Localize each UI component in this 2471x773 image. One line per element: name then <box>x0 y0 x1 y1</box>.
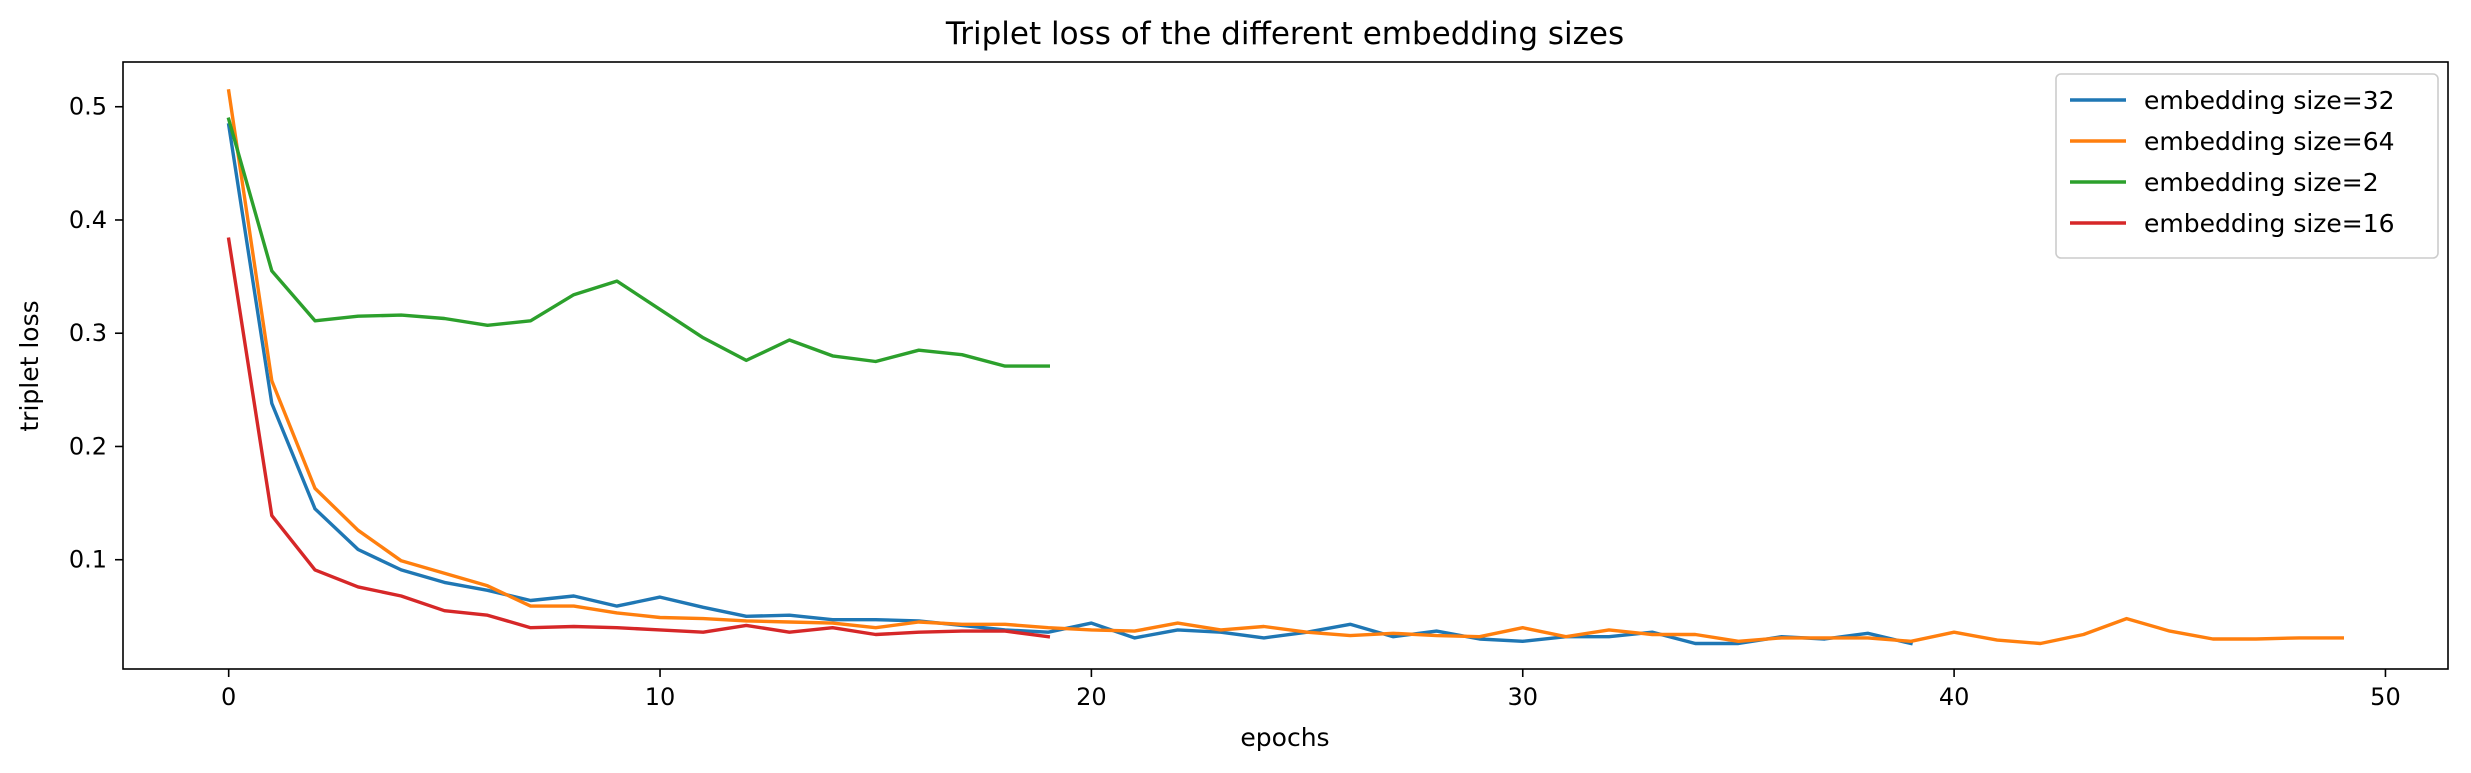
axes-frame <box>122 61 2449 670</box>
plot-area <box>226 88 2345 646</box>
x-axis-label: epochs <box>1240 723 1329 752</box>
x-tick-label: 20 <box>1076 683 1107 711</box>
series-line-3 <box>226 237 1051 639</box>
x-tick-label: 50 <box>2370 683 2401 711</box>
legend-label: embedding size=16 <box>2144 209 2395 238</box>
y-tick-label: 0.2 <box>69 432 107 460</box>
y-axis-label: triplet loss <box>15 300 44 431</box>
x-axis: 0 10 20 30 40 50 <box>221 669 2401 711</box>
y-axis: 0.1 0.2 0.3 0.4 0.5 <box>69 93 123 574</box>
x-tick-label: 40 <box>1939 683 1970 711</box>
legend-label: embedding size=2 <box>2144 168 2379 197</box>
legend-box <box>2055 73 2439 259</box>
series-line-0 <box>226 122 1914 646</box>
chart-title: Triplet loss of the different embedding … <box>945 16 1624 52</box>
series-line-2 <box>226 117 1051 368</box>
y-tick-label: 0.1 <box>69 546 107 574</box>
y-tick-label: 0.4 <box>69 206 107 234</box>
x-tick-label: 0 <box>221 683 236 711</box>
legend-label: embedding size=32 <box>2144 86 2395 115</box>
legend-label: embedding size=64 <box>2144 127 2395 156</box>
y-tick-label: 0.5 <box>69 93 107 121</box>
x-tick-label: 10 <box>645 683 676 711</box>
y-tick-label: 0.3 <box>69 319 107 347</box>
series-line-1 <box>226 88 2345 646</box>
x-tick-label: 30 <box>1507 683 1538 711</box>
legend: embedding size=32 embedding size=64 embedd… <box>2055 73 2439 259</box>
